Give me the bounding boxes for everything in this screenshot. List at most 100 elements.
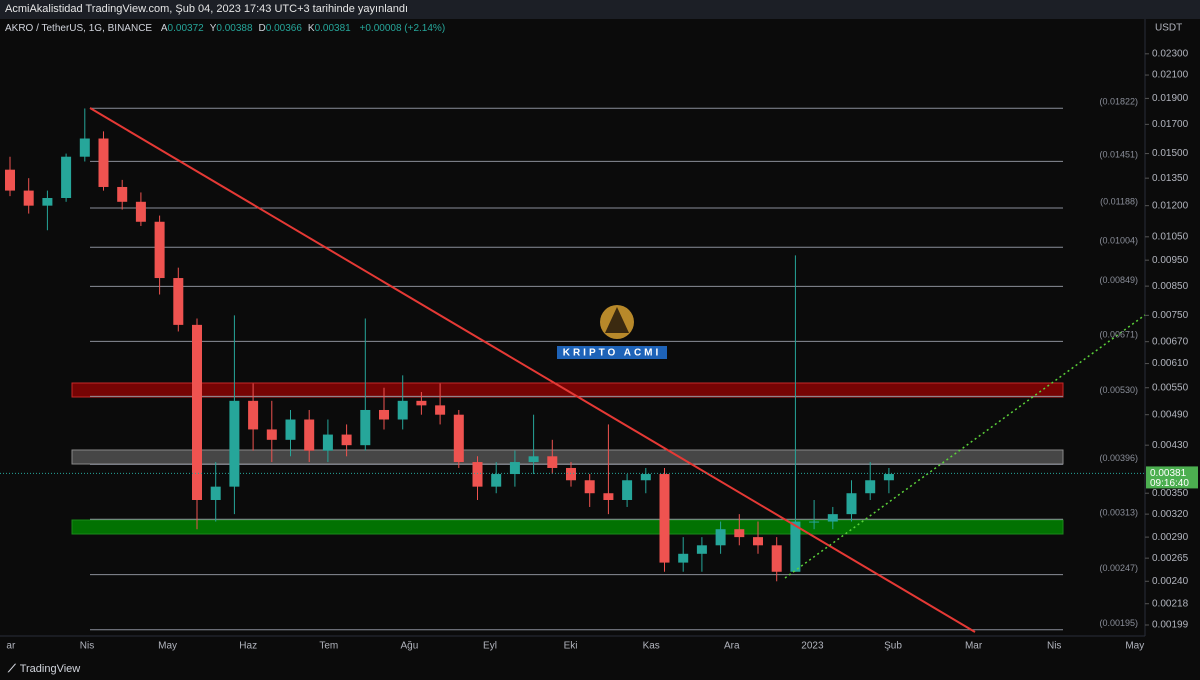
candle-body [678,553,689,563]
candle-body [509,462,520,475]
watermark: KRIPTO ACMI [557,305,667,359]
ohlc-value: 0.00388 [216,23,253,34]
y-tick-label: 0.02300 [1152,48,1189,59]
candle-body [397,400,408,420]
ohlc-key: Y [209,23,217,34]
candle-body [248,400,259,430]
x-tick-label: Şub [884,641,902,652]
y-tick-label: 0.00240 [1152,576,1189,587]
x-tick-label: Ağu [401,641,419,652]
y-tick-label: 0.01200 [1152,200,1189,211]
candle-body [809,521,820,523]
candle-body [229,400,240,487]
y-tick-label: 0.00290 [1152,532,1189,543]
candle-body [790,521,801,572]
y-tick-label: 0.00850 [1152,281,1189,292]
candle-body [753,537,763,546]
candle-body [696,545,707,554]
y-tick-label: 0.01900 [1152,93,1189,104]
symbol-legend: AKRO / TetherUS, 1G, BINANCE A0.00372 Y0.… [5,23,445,34]
candle-body [322,434,333,451]
x-tick-label: Ara [724,641,740,652]
y-tick-label: 0.01050 [1152,231,1189,242]
candle-body [827,514,838,522]
fib-level-label: (0.00195) [1099,618,1138,628]
watermark-logo-mark [605,307,629,333]
candle-body [659,474,670,563]
candle-body [285,419,296,440]
candle-body [210,486,221,500]
currency-label: USDT [1155,23,1182,34]
candle-body [640,474,651,481]
candle-body [771,545,782,572]
watermark-label-bg [557,346,667,359]
candle-body [79,138,90,157]
x-tick-label: Tem [319,641,338,652]
x-tick-label: ar [6,641,16,652]
candle-body [528,456,539,463]
y-tick-label: 0.00550 [1152,382,1189,393]
y-tick-label: 0.00750 [1152,310,1189,321]
fib-level-label: (0.00671) [1099,330,1138,340]
candle-body [341,434,352,446]
candle-body [5,169,15,191]
candle-body [173,278,184,325]
ohlc-key: D [258,23,266,34]
candle-body [192,324,202,500]
y-tick-label: 0.01350 [1152,173,1189,184]
ohlc-key: A [160,23,168,34]
y-tick-label: 0.00430 [1152,440,1189,451]
bar-countdown: 09:16:40 [1150,478,1189,489]
footer-brand: TradingView [19,663,81,675]
candle-body [566,467,576,481]
ohlc-value: 0.00372 [167,23,204,34]
candle-body [61,156,72,199]
fib-level-label: (0.01822) [1099,97,1138,107]
y-tick-label: 0.00670 [1152,336,1189,347]
candle-body [584,480,595,494]
candle-body [883,474,894,481]
ohlc-value: 0.00381 [314,23,351,34]
fib-level-label: (0.01188) [1100,196,1138,206]
candle-body [360,409,371,446]
x-tick-label: May [158,641,177,652]
x-tick-label: Kas [643,641,660,652]
candle-body [379,409,389,420]
fib-level-label: (0.00530) [1099,385,1138,395]
price-axis-bg [1145,19,1200,658]
neutral-zone [71,449,1064,465]
y-tick-label: 0.00610 [1152,358,1189,369]
fib-level-label: (0.00396) [1099,453,1138,463]
x-tick-label: 2023 [801,641,824,652]
y-tick-label: 0.00218 [1152,598,1189,609]
y-tick-label: 0.01500 [1152,148,1189,159]
publish-bar: AcmiAkalistidad TradingView.com, Şub 04,… [0,0,1200,19]
candle-body [846,493,857,515]
candle-body [472,462,483,487]
ohlc-value: 0.00366 [265,23,302,34]
candle-body [715,529,726,546]
y-tick-label: 0.00950 [1152,255,1189,266]
y-tick-label: 0.00265 [1152,553,1189,564]
candle-body [117,186,128,202]
footer: ⟋ TradingView [0,658,1200,680]
ohlc-key: K [307,23,315,34]
change: +0.00008 (+2.14%) [359,23,446,34]
fib-level-label: (0.00849) [1099,275,1138,285]
candle-body [23,190,34,206]
x-tick-label: Haz [239,641,257,652]
y-tick-label: 0.02100 [1152,70,1189,81]
candle-body [42,198,53,206]
footer-logo: ⟋ [8,663,16,675]
x-tick-label: Eyl [483,641,497,652]
candle-body [266,429,277,440]
watermark-label: KRIPTO ACMI [563,348,662,359]
ohlc-values: A0.00372 Y0.00388 D0.00366 K0.00381 [155,23,357,34]
fib-level-label: (0.01451) [1099,150,1138,160]
candle-body [491,474,502,487]
y-tick-label: 0.01700 [1152,119,1189,130]
fib-level-label: (0.00313) [1099,508,1138,518]
x-tick-label: Nis [80,641,94,652]
y-tick-label: 0.00350 [1152,488,1189,499]
